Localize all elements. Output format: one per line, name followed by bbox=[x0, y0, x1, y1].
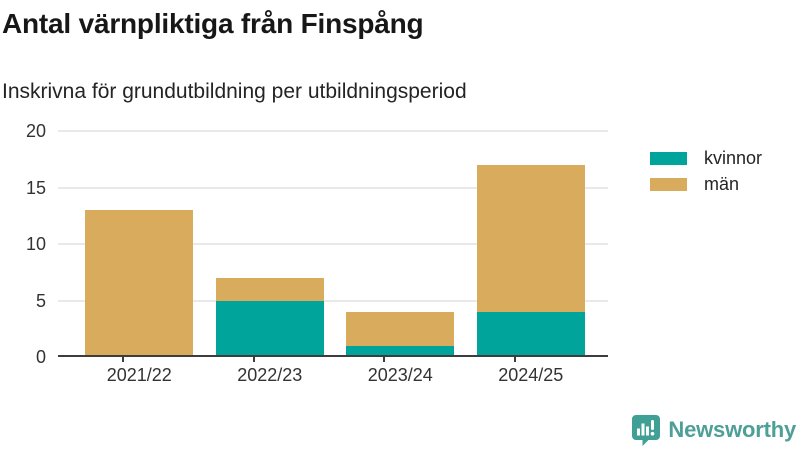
plot-area bbox=[58, 130, 608, 362]
x-tick-mark bbox=[383, 357, 386, 362]
x-axis-ticks bbox=[58, 357, 608, 363]
legend-item-kvinnor: kvinnor bbox=[650, 148, 763, 168]
bar-segment-män bbox=[476, 164, 585, 312]
x-axis-labels: 2021/22 2022/23 2023/24 2024/25 bbox=[74, 364, 596, 386]
bar-slot bbox=[74, 131, 205, 357]
bar-segment-män bbox=[346, 311, 455, 346]
y-tick-label: 0 bbox=[35, 347, 46, 367]
logo-bar-mid bbox=[646, 426, 650, 436]
chart-title: Antal värnpliktiga från Finspång bbox=[2, 8, 424, 39]
bar-segment-kvinnor bbox=[215, 300, 324, 357]
x-tick-mark bbox=[122, 357, 125, 362]
logo-bar-short bbox=[637, 428, 641, 436]
brand-footer: Newsworthy bbox=[631, 414, 796, 446]
y-tick-label: 15 bbox=[25, 177, 46, 198]
stacked-bar bbox=[476, 164, 585, 357]
x-tick-mark bbox=[513, 357, 516, 362]
legend-label: män bbox=[704, 174, 740, 194]
y-tick-label: 5 bbox=[35, 290, 46, 311]
logo-bar-tall bbox=[641, 423, 645, 436]
legend-swatch bbox=[650, 152, 687, 165]
stacked-bar bbox=[215, 277, 324, 357]
logo-exclamation-dot bbox=[651, 431, 655, 436]
chart-subtitle: Inskrivna för grundutbildning per utbild… bbox=[2, 80, 467, 103]
y-axis-labels: 0 5 10 15 20 bbox=[0, 121, 46, 367]
stacked-bar bbox=[85, 210, 194, 357]
bar-segment-män bbox=[85, 210, 194, 357]
gridline bbox=[58, 243, 608, 245]
bar-slot bbox=[466, 131, 597, 357]
x-tick-label: 2021/22 bbox=[106, 365, 172, 385]
newsworthy-logo-icon bbox=[632, 415, 661, 446]
gridline bbox=[58, 130, 608, 132]
bar-slot bbox=[205, 131, 336, 357]
gridline bbox=[58, 186, 608, 189]
bar-segment-kvinnor bbox=[476, 311, 585, 357]
stacked-bar bbox=[346, 311, 455, 357]
y-tick-label: 10 bbox=[25, 234, 46, 254]
bar-segment-män bbox=[215, 277, 324, 301]
brand-name: Newsworthy bbox=[668, 417, 796, 442]
y-tick-label: 20 bbox=[25, 121, 46, 141]
x-tick-mark bbox=[252, 357, 255, 362]
x-tick-label: 2024/25 bbox=[498, 365, 564, 385]
legend-item-män: män bbox=[650, 174, 762, 194]
x-tick-label: 2022/23 bbox=[237, 365, 303, 385]
x-tick-label: 2023/24 bbox=[367, 365, 433, 385]
gridline bbox=[58, 299, 608, 302]
bar-slot bbox=[335, 131, 466, 357]
x-axis-line bbox=[58, 355, 608, 357]
bar-segment-kvinnor bbox=[346, 345, 455, 357]
bars bbox=[74, 131, 596, 357]
logo-exclamation-stroke bbox=[651, 420, 655, 430]
legend-label: kvinnor bbox=[704, 148, 763, 168]
legend-swatch bbox=[650, 178, 687, 191]
legend: kvinnor män bbox=[650, 148, 763, 203]
gridlines bbox=[58, 130, 608, 357]
